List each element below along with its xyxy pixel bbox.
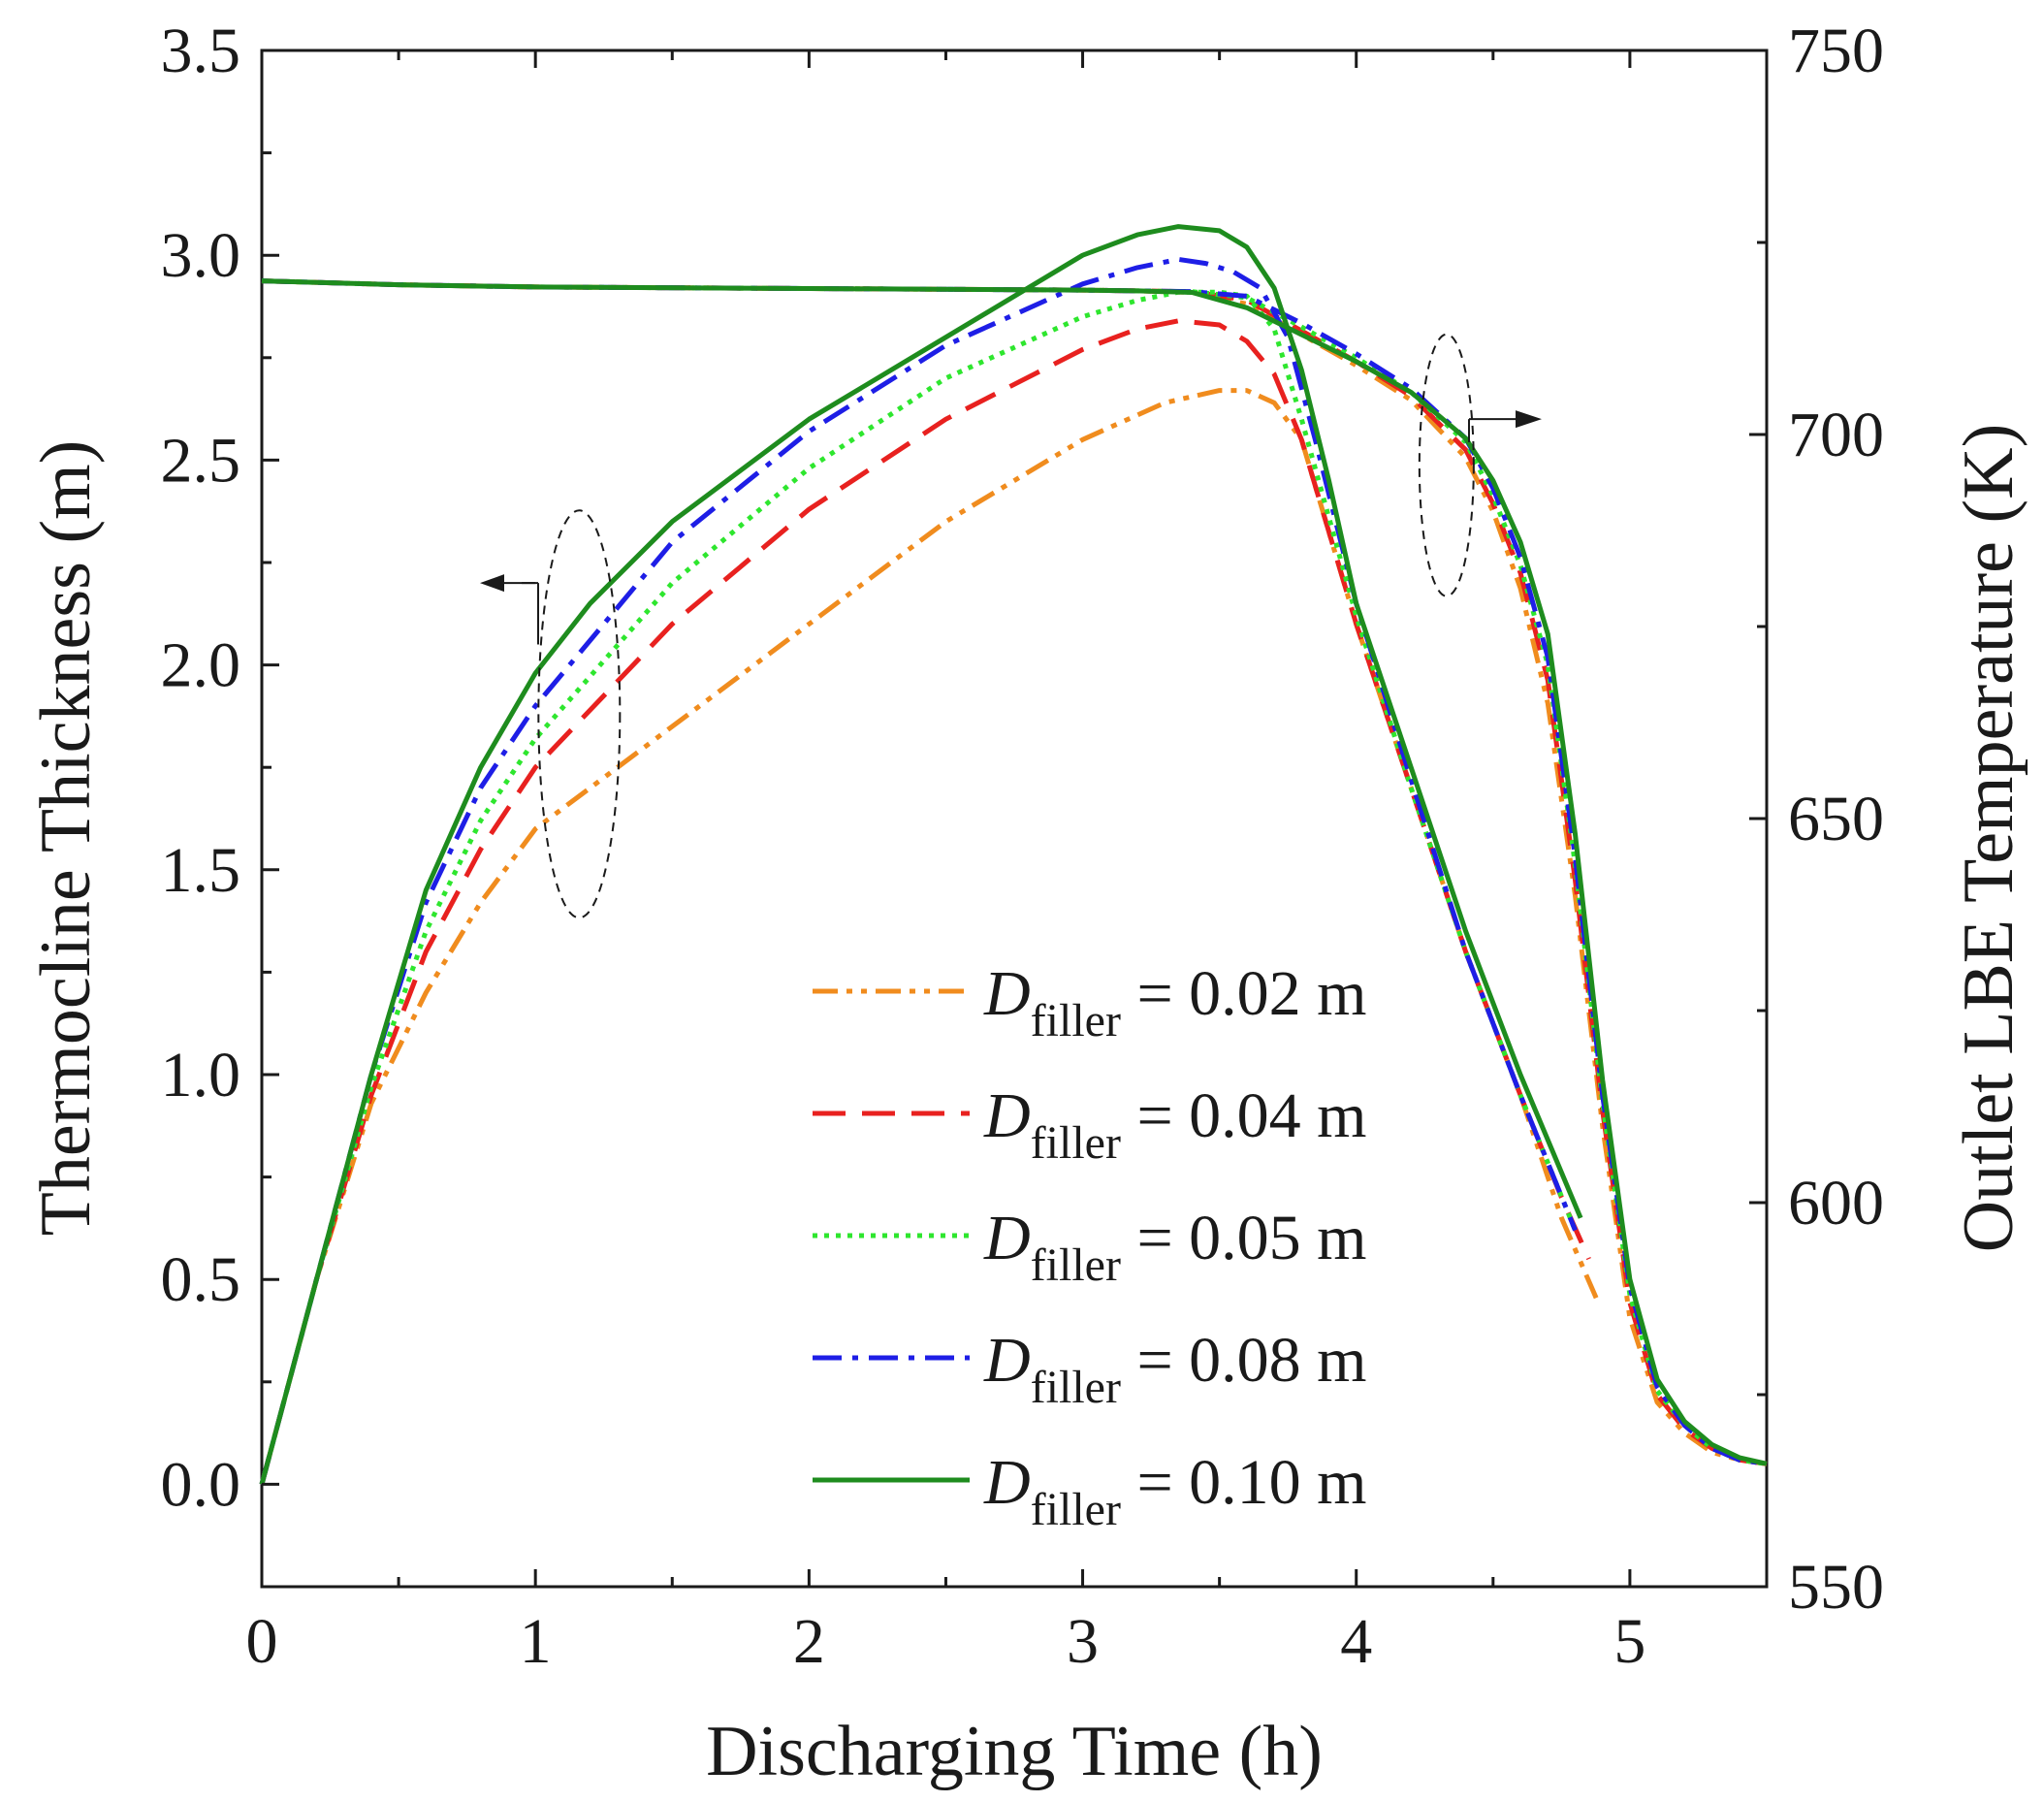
x-tick-label: 3 xyxy=(1067,1606,1099,1677)
y-left-tick-label: 3.5 xyxy=(161,16,241,86)
x-tick-label: 4 xyxy=(1340,1606,1372,1677)
legend-value: = 0.10 m xyxy=(1121,1447,1367,1518)
x-tick-label: 1 xyxy=(520,1606,552,1677)
y-left-tick-label: 0.5 xyxy=(161,1244,241,1315)
legend-sub: filler xyxy=(1031,1117,1121,1169)
legend-var: D xyxy=(983,1080,1031,1151)
legend-sub: filler xyxy=(1031,1484,1121,1535)
y-right-tick-label: 700 xyxy=(1788,400,1884,470)
y-right-tick-label: 650 xyxy=(1788,784,1884,854)
y-left-axis-title: Thermocline Thickness (m) xyxy=(26,440,106,1237)
series-thickness-line-1 xyxy=(259,318,1591,1486)
y-right-tick-label: 750 xyxy=(1788,16,1884,86)
y-left-tick-label: 3.0 xyxy=(161,220,241,291)
legend-value: = 0.04 m xyxy=(1121,1080,1367,1151)
y-right-tick-label: 550 xyxy=(1788,1552,1884,1623)
legend-label-3: Dfiller = 0.08 m xyxy=(983,1325,1367,1413)
y-right-tick-label: 600 xyxy=(1788,1168,1884,1239)
legend-value: = 0.05 m xyxy=(1121,1203,1367,1273)
legend-label-2: Dfiller = 0.05 m xyxy=(983,1203,1367,1291)
series-thickness-line-2 xyxy=(259,289,1578,1486)
legend-var: D xyxy=(983,1447,1031,1518)
series-temperature-line-4 xyxy=(261,278,1768,1466)
y-left-tick-label: 2.5 xyxy=(161,425,241,496)
legend-label-0: Dfiller = 0.02 m xyxy=(983,958,1367,1046)
legend-var: D xyxy=(983,1325,1031,1396)
legend-label-1: Dfiller = 0.04 m xyxy=(983,1080,1367,1169)
series-thickness-line-0 xyxy=(259,388,1600,1486)
left-axis-ellipse xyxy=(537,509,622,919)
legend-sub: filler xyxy=(1031,1362,1121,1413)
legend-value: = 0.08 m xyxy=(1121,1325,1367,1396)
legend-label-4: Dfiller = 0.10 m xyxy=(983,1447,1367,1535)
legend-value: = 0.02 m xyxy=(1121,958,1367,1029)
x-axis-title: Discharging Time (h) xyxy=(706,1712,1323,1791)
x-tick-label: 5 xyxy=(1613,1606,1645,1677)
legend-sub: filler xyxy=(1031,1239,1121,1291)
y-left-tick-label: 0.0 xyxy=(161,1449,241,1520)
legend-sub: filler xyxy=(1031,995,1121,1046)
y-left-tick-label: 1.5 xyxy=(161,835,241,906)
x-tick-label: 2 xyxy=(793,1606,825,1677)
annotation-layer xyxy=(480,333,1542,919)
left-arrow-head xyxy=(480,574,504,593)
right-axis-ellipse xyxy=(1418,333,1475,597)
y-left-tick-label: 2.0 xyxy=(161,630,241,701)
series-temperature-line-3 xyxy=(261,278,1768,1466)
y-right-axis-title: Outlet LBE Temperature (K) xyxy=(1949,424,2028,1252)
legend-var: D xyxy=(983,1203,1031,1273)
series-temperature-line-2 xyxy=(261,278,1768,1466)
series-temperature-line-0 xyxy=(261,278,1768,1466)
right-arrow-head xyxy=(1516,410,1542,429)
series-thickness-line-3 xyxy=(259,256,1578,1486)
series-thickness-line-4 xyxy=(259,224,1583,1486)
series-layer xyxy=(259,224,1768,1486)
series-temperature-line-1 xyxy=(261,278,1768,1466)
legend-var: D xyxy=(983,958,1031,1029)
axes: 0 1 2 3 4 5 0.0 0.5 1.0 1.5 2.0 2.5 3.0 3.5 550 600 650 7… xyxy=(161,16,1885,1677)
y-left-tick-label: 1.0 xyxy=(161,1040,241,1110)
x-tick-label: 0 xyxy=(246,1606,278,1677)
